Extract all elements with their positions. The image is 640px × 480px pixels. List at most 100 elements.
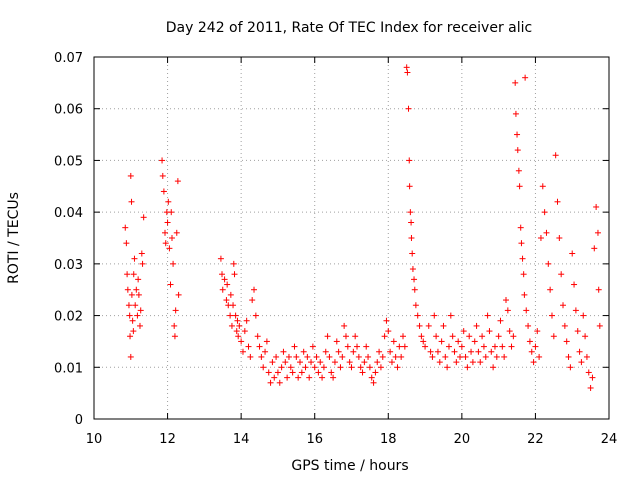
data-point xyxy=(440,322,447,329)
data-point xyxy=(357,364,364,371)
data-point xyxy=(545,260,552,267)
data-point xyxy=(521,291,528,298)
data-point xyxy=(124,286,131,293)
y-tick-label: 0.04 xyxy=(54,206,83,221)
data-point xyxy=(442,353,449,360)
data-point xyxy=(526,338,533,345)
data-point xyxy=(263,338,270,345)
data-point xyxy=(431,312,438,319)
data-point xyxy=(398,353,405,360)
data-point xyxy=(583,353,590,360)
data-point xyxy=(520,271,527,278)
data-point xyxy=(556,235,563,241)
data-point xyxy=(162,240,169,247)
data-point xyxy=(249,297,256,304)
data-point xyxy=(271,374,278,381)
data-point xyxy=(444,364,451,371)
data-point xyxy=(233,328,240,335)
data-point xyxy=(339,353,346,360)
data-point xyxy=(530,359,537,366)
data-point xyxy=(468,348,475,355)
data-point xyxy=(223,297,230,304)
data-point xyxy=(359,369,366,376)
data-point xyxy=(324,333,331,340)
data-point xyxy=(127,172,134,179)
data-point xyxy=(406,183,413,190)
data-point xyxy=(350,348,357,355)
data-point xyxy=(522,74,529,81)
data-point xyxy=(227,291,234,298)
data-point xyxy=(309,343,316,350)
data-point xyxy=(387,348,394,355)
data-point xyxy=(514,147,521,154)
data-point xyxy=(304,353,311,360)
data-point xyxy=(408,219,415,226)
data-point xyxy=(383,317,390,324)
data-point xyxy=(574,328,581,335)
data-point xyxy=(227,312,234,319)
data-point xyxy=(548,312,555,319)
data-point xyxy=(515,167,522,174)
data-point xyxy=(392,353,399,360)
data-point xyxy=(269,359,276,366)
data-point xyxy=(135,276,142,283)
data-point xyxy=(165,198,172,205)
chart-title: Day 242 of 2011, Rate Of TEC Index for r… xyxy=(166,20,532,36)
data-point xyxy=(536,353,543,360)
data-point xyxy=(302,364,309,371)
data-point xyxy=(258,353,265,360)
data-point xyxy=(311,364,318,371)
data-point xyxy=(396,343,403,350)
x-tick-label: 18 xyxy=(380,432,397,447)
y-tick-label: 0.03 xyxy=(54,258,83,273)
data-point xyxy=(407,209,414,216)
data-point xyxy=(534,328,541,335)
data-point xyxy=(567,364,574,371)
data-point xyxy=(390,338,397,345)
data-point xyxy=(420,338,427,345)
data-point xyxy=(585,369,592,376)
y-tick-label: 0.05 xyxy=(54,154,83,169)
data-point xyxy=(224,281,231,288)
data-point xyxy=(140,214,147,221)
tick-labels: 10 12 14 16 18 20 22 24 0 0.01 0.02 0.03 0.04 0.05 0.0… xyxy=(54,51,617,447)
data-point xyxy=(563,338,570,345)
data-point xyxy=(394,364,401,371)
data-point xyxy=(552,152,559,159)
data-point xyxy=(504,307,511,314)
data-point xyxy=(333,338,340,345)
data-point xyxy=(230,302,237,309)
data-point xyxy=(217,255,224,262)
data-point xyxy=(517,224,524,231)
y-tick-label: 0.06 xyxy=(54,103,83,118)
data-point xyxy=(284,374,291,381)
data-point xyxy=(238,338,245,345)
data-point xyxy=(331,359,338,366)
data-point xyxy=(352,333,359,340)
data-point xyxy=(260,364,267,371)
data-point xyxy=(543,229,550,236)
data-point xyxy=(135,291,142,298)
y-tick-label: 0 xyxy=(75,413,83,428)
data-point xyxy=(512,110,519,117)
data-point xyxy=(320,364,327,371)
data-point xyxy=(308,359,315,366)
data-point xyxy=(516,183,523,190)
data-point xyxy=(306,374,313,381)
data-point xyxy=(139,260,146,267)
data-point xyxy=(464,364,471,371)
data-point xyxy=(136,322,143,329)
data-point xyxy=(252,312,259,319)
data-point xyxy=(231,271,238,278)
data-point xyxy=(561,322,568,329)
data-point xyxy=(405,105,412,112)
data-point xyxy=(418,333,425,340)
data-point xyxy=(400,333,406,340)
data-point xyxy=(499,343,506,350)
data-point xyxy=(479,333,486,340)
data-point xyxy=(172,307,179,314)
data-point xyxy=(473,322,480,329)
data-point xyxy=(159,172,166,179)
data-point xyxy=(132,302,139,309)
data-point xyxy=(497,317,504,324)
